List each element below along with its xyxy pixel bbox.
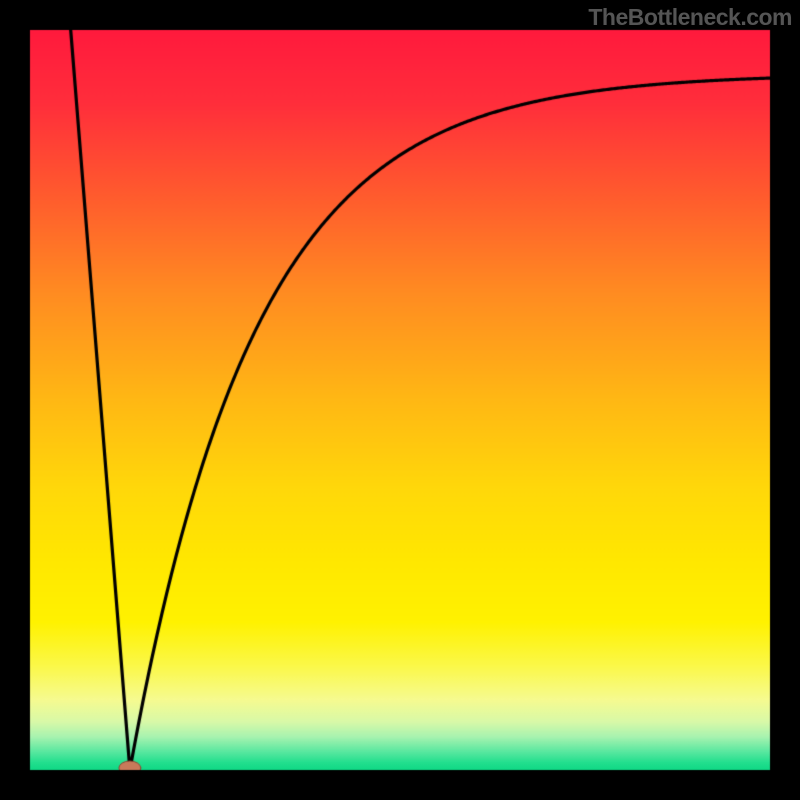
watermark-text: TheBottleneck.com bbox=[588, 4, 792, 31]
bottleneck-chart-canvas bbox=[0, 0, 800, 800]
chart-container: TheBottleneck.com bbox=[0, 0, 800, 800]
